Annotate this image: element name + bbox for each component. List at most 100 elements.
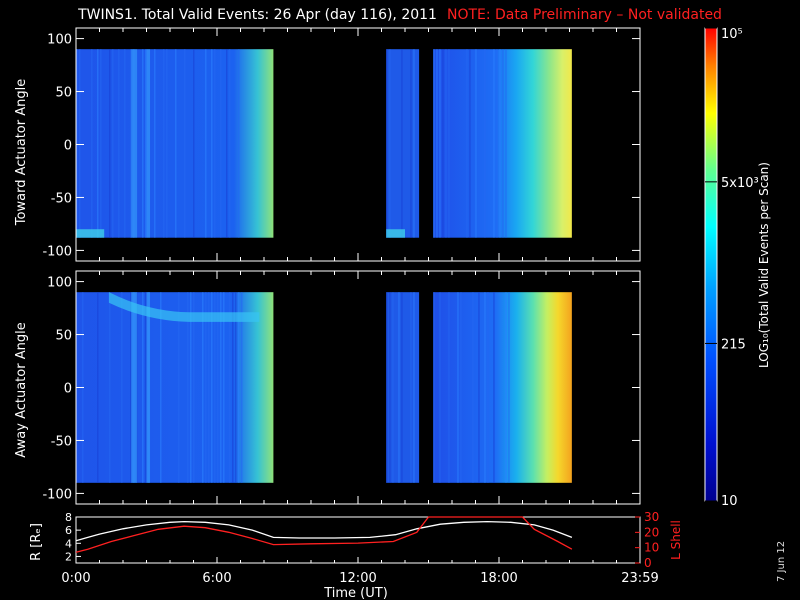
heatmap-stripe xyxy=(97,49,99,238)
heatmap-stripe xyxy=(413,292,415,483)
heatmap-stripe xyxy=(112,49,114,238)
heatmap-stripe xyxy=(214,49,216,238)
heatmap-stripe xyxy=(392,292,394,483)
date-stamp: 7 Jun 12 xyxy=(776,540,787,582)
heatmap-stripe xyxy=(436,49,438,238)
heatmap-stripe xyxy=(214,292,216,483)
heatmap-segment xyxy=(433,292,572,483)
heatmap-stripe xyxy=(508,292,510,483)
heatmap-stripe xyxy=(472,292,474,483)
heatmap-stripe xyxy=(448,292,450,483)
heatmap-stripe xyxy=(193,292,195,483)
heatmap-stripe xyxy=(220,49,222,238)
right-y-tick-label: 0 xyxy=(644,556,652,570)
heatmap-stripe xyxy=(142,49,144,238)
heatmap-stripe xyxy=(389,49,391,238)
heatmap-segment xyxy=(76,49,274,238)
heatmap-stripe xyxy=(505,49,507,238)
heatmap-stripe xyxy=(398,292,400,483)
heatmap-stripe xyxy=(202,292,204,483)
preliminary-note: NOTE: Data Preliminary – Not validated xyxy=(446,7,722,23)
heatmap-stripe xyxy=(208,292,210,483)
heatmap-stripe xyxy=(496,49,498,238)
plot-title: TWINS1. Total Valid Events: 26 Apr (day … xyxy=(0,7,800,23)
heatmap-stripe xyxy=(442,49,444,238)
toward-heatmap-panel: 100 50 0 -50 -100 xyxy=(42,27,641,262)
heatmap-stripe xyxy=(413,49,415,238)
y-tick-label: -50 xyxy=(51,191,72,206)
heatmap-stripe xyxy=(142,292,144,483)
left-y-tick-label: 4 xyxy=(65,537,72,550)
right-y-tick-label: 30 xyxy=(644,510,659,524)
heatmap-stripe xyxy=(217,292,219,483)
heatmap-stripe xyxy=(100,49,102,238)
heatmap-stripe xyxy=(187,292,189,483)
heatmap-stripe xyxy=(487,292,489,483)
heatmap-segment xyxy=(76,292,274,483)
colorbar-ticks: 10⁵ 5x10³ 215 10 xyxy=(705,27,759,509)
x-tick-label: 12:00 xyxy=(339,571,376,586)
left-y-tick-label: 2 xyxy=(65,550,72,563)
heatmap-stripe xyxy=(235,292,237,483)
heatmap-stripe xyxy=(160,292,162,483)
heatmap-stripe xyxy=(166,49,168,238)
heatmap-stripe xyxy=(178,292,180,483)
heatmap-stripe xyxy=(439,292,441,483)
heatmap-stripe xyxy=(97,292,99,483)
heatmap-stripe xyxy=(163,49,165,238)
y-tick-label: 100 xyxy=(47,276,72,291)
left-y-tick-label: 6 xyxy=(65,524,72,537)
heatmap-corner xyxy=(386,229,405,238)
colorbar-tick-label: 215 xyxy=(721,337,746,352)
heatmap-stripe xyxy=(433,292,435,483)
heatmap-band xyxy=(131,49,138,238)
heatmap-stripe xyxy=(439,49,441,238)
heatmap-stripe xyxy=(386,49,388,238)
heatmap-stripe xyxy=(190,292,192,483)
r-earth-line xyxy=(75,520,573,542)
away-heatmap-panel: 100 50 0 -50 -100 xyxy=(42,270,641,505)
orbit-right-ylabel: L Shell xyxy=(669,520,683,560)
heatmap-stripe xyxy=(130,49,132,238)
orbit-left-ylabel: R [Rₑ] xyxy=(29,523,44,561)
heatmap-band xyxy=(146,49,151,238)
toward-ylabel: Toward Actuator Angle xyxy=(14,79,29,226)
right-y-tick-label: 20 xyxy=(644,525,659,539)
x-tick-label: 0:00 xyxy=(61,571,90,586)
x-tick-label: 6:00 xyxy=(202,571,231,586)
heatmap-stripe xyxy=(124,49,126,238)
heatmap-stripe xyxy=(232,292,234,483)
heatmap-stripe xyxy=(205,292,207,483)
heatmap-stripe xyxy=(389,292,391,483)
y-tick-label: 50 xyxy=(55,86,72,101)
heatmap-stripe xyxy=(76,49,78,238)
heatmap-stripe xyxy=(469,49,471,238)
heatmap-stripe xyxy=(241,292,243,483)
heatmap-highlight-band xyxy=(108,292,260,322)
heatmap-stripe xyxy=(466,49,468,238)
heatmap-stripe xyxy=(238,292,240,483)
x-tick-label: 23:59 xyxy=(621,571,658,586)
heatmap-stripe xyxy=(445,49,447,238)
heatmap-stripe xyxy=(229,49,231,238)
heatmap-stripe xyxy=(493,49,495,238)
heatmap-stripe xyxy=(433,49,435,238)
heatmap-stripe xyxy=(493,292,495,483)
colorbar-tick-label: 10 xyxy=(721,494,738,509)
heatmap-stripe xyxy=(121,292,123,483)
heatmap-stripe xyxy=(505,292,507,483)
heatmap-stripe xyxy=(460,292,462,483)
heatmap-stripe xyxy=(175,49,177,238)
x-tick-label: 18:00 xyxy=(480,571,517,586)
heatmap-stripe xyxy=(220,292,222,483)
heatmap-stripe xyxy=(211,49,213,238)
heatmap-stripe xyxy=(410,49,412,238)
heatmap-stripe xyxy=(229,292,231,483)
y-tick-label: 50 xyxy=(55,329,72,344)
colorbar-tick-label: 10⁵ xyxy=(721,27,743,42)
heatmap-stripe xyxy=(484,49,486,238)
heatmap-stripe xyxy=(386,292,388,483)
colorbar-label: LOG₁₀(Total Valid Events per Scan) xyxy=(757,162,771,368)
heatmap-stripe xyxy=(410,292,412,483)
heatmap-stripe xyxy=(478,292,480,483)
